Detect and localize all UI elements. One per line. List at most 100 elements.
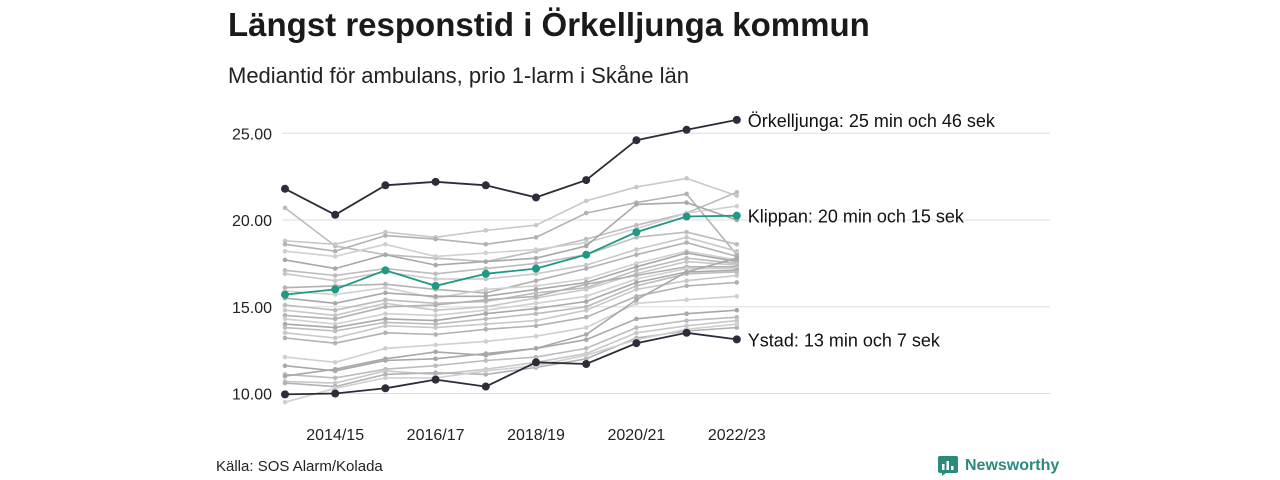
background-series-point [533,354,539,360]
series-line-klippan [284,214,737,296]
x-tick-label: 2022/23 [708,427,766,444]
background-series-point [332,321,338,327]
background-series-point [332,375,338,381]
background-series-point [583,294,589,299]
background-series-point [684,176,689,181]
background-series-point [583,287,589,292]
newsworthy-icon [938,456,958,476]
background-series-point [483,327,489,332]
background-series-line [284,252,737,305]
background-series-point [734,321,740,327]
series-point-ystad [732,335,741,344]
background-series-point [282,321,288,327]
background-series-point [533,271,539,277]
background-series-point [282,316,288,322]
background-series-point [684,318,689,323]
brand-logo: Newsworthy [938,456,1059,476]
y-tick-label: 10.00 [232,387,272,404]
background-series-point [483,358,489,363]
background-series-point [433,271,438,277]
background-series-point [634,268,639,273]
background-series-point [483,353,489,358]
background-series-point [634,287,639,292]
background-series-point [483,372,489,377]
background-series-point [332,248,338,254]
background-series-point [734,203,740,209]
background-series-point [282,248,288,254]
background-series-point [282,325,288,330]
background-series-line [284,201,738,270]
background-series-point [433,276,438,282]
series-line-ystad [284,331,737,396]
background-series-point [332,335,338,341]
background-series-point [634,184,639,190]
background-series-point [383,320,388,325]
background-series-line [284,319,737,384]
background-series-point [634,330,639,336]
background-series-point [433,325,438,330]
background-series-line [284,250,737,299]
background-series-point [332,292,338,297]
series-point-ystad [632,339,641,348]
background-series-point [734,280,740,285]
background-series-point [433,349,438,355]
series-point-ystad [281,390,289,399]
background-series-point [734,255,740,261]
background-series-point [483,307,489,313]
background-series-point [483,321,489,327]
background-series-point [533,222,539,228]
background-series-line [284,231,737,277]
y-tick-label: 25.00 [232,126,272,143]
background-series-point [533,323,539,329]
background-series-line [284,265,737,320]
background-series-point [282,373,288,379]
background-series-point [433,356,438,362]
background-series-point [433,262,438,268]
background-series-point [383,285,388,290]
series-point-örkelljunga [431,177,440,186]
series-point-örkelljunga [281,184,289,193]
background-series-point [583,240,589,245]
background-series-point [433,363,438,369]
background-series-line [284,269,737,329]
background-series-point [734,189,740,195]
background-series-line [284,309,737,372]
background-series-line [284,236,738,282]
background-series-point [634,316,639,322]
background-series-point [533,300,539,306]
background-series-line [284,241,738,294]
chart-subtitle: Mediantid för ambulans, prio 1-larm i Sk… [228,63,690,88]
background-series-point [383,330,388,336]
background-series-point [332,340,338,346]
background-series-point [483,241,489,247]
background-series-point [734,318,740,323]
series-point-klippan [682,212,691,221]
series-point-ystad [532,358,540,367]
background-series-point [483,250,489,256]
series-point-ystad [331,389,340,398]
background-series-line [284,271,737,332]
background-series-point [483,287,489,292]
x-tick-label: 2016/17 [407,427,465,444]
background-series-point [433,294,438,299]
background-series-point [533,287,539,292]
background-series-point [332,300,338,306]
background-series-point [332,313,338,318]
background-series-point [533,278,539,284]
background-series-point [634,261,639,266]
background-series-point [433,302,438,308]
background-series-point [533,261,539,266]
background-series-point [634,283,639,289]
series-point-klippan [331,285,340,294]
background-series-point [533,346,539,351]
background-series-point [583,314,589,320]
background-series-point [483,259,489,264]
background-series-point [684,250,689,256]
background-series-point [282,302,288,308]
background-series-point [383,372,388,377]
background-series-point [282,335,288,341]
background-series-point [583,332,589,337]
series-label-ystad: Ystad: 13 min och 7 sek [748,330,941,350]
series-point-klippan [281,290,289,299]
background-series-point [332,266,338,271]
